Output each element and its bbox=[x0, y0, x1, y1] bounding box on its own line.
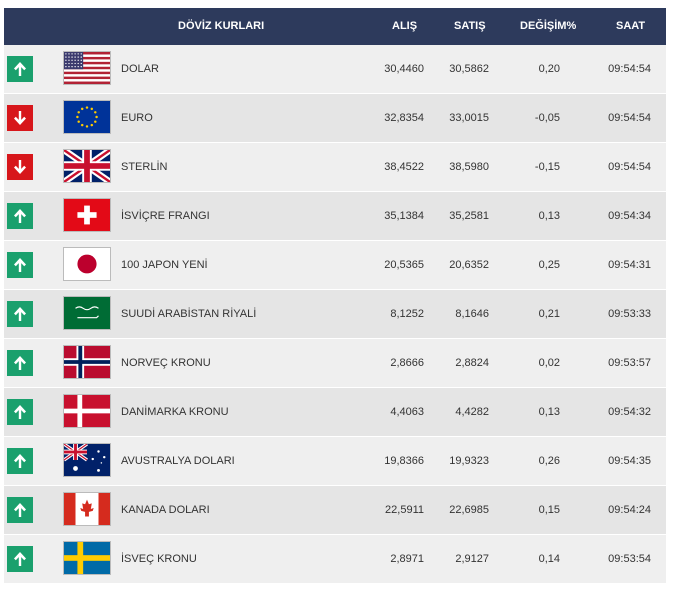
sell-rate: 2,9127 bbox=[455, 553, 489, 565]
table-row[interactable]: 100 JAPON YENİ 20,5365 20,6352 0,25 09:5… bbox=[4, 241, 666, 290]
table-body: DOLAR 30,4460 30,5862 0,20 09:54:54 EURO… bbox=[4, 45, 666, 584]
arrow-up-icon bbox=[7, 350, 33, 376]
sell-rate: 4,4282 bbox=[455, 406, 489, 418]
change-percent: 0,20 bbox=[538, 63, 560, 75]
buy-rate: 8,1252 bbox=[390, 308, 424, 320]
sell-rate: 30,5862 bbox=[449, 63, 489, 75]
currency-table: DÖVİZ KURLARI ALIŞ SATIŞ DEĞİŞİM% SAAT D… bbox=[4, 8, 666, 584]
change-percent: 0,02 bbox=[538, 357, 560, 369]
update-time: 09:54:24 bbox=[608, 504, 651, 516]
currency-name[interactable]: İSVEÇ KRONU bbox=[121, 553, 197, 565]
buy-rate: 20,5365 bbox=[384, 259, 424, 271]
arrow-down-icon bbox=[7, 105, 33, 131]
arrow-up-icon bbox=[7, 301, 33, 327]
buy-rate: 38,4522 bbox=[384, 161, 424, 173]
arrow-down-icon bbox=[7, 154, 33, 180]
currency-name[interactable]: 100 JAPON YENİ bbox=[121, 259, 208, 271]
currency-name[interactable]: NORVEÇ KRONU bbox=[121, 357, 211, 369]
sell-rate: 19,9323 bbox=[449, 455, 489, 467]
update-time: 09:53:33 bbox=[608, 308, 651, 320]
column-header-alis[interactable]: ALIŞ bbox=[392, 20, 418, 32]
buy-rate: 2,8666 bbox=[390, 357, 424, 369]
currency-name[interactable]: AVUSTRALYA DOLARI bbox=[121, 455, 235, 467]
table-row[interactable]: İSVEÇ KRONU 2,8971 2,9127 0,14 09:53:54 bbox=[4, 535, 666, 584]
update-time: 09:54:54 bbox=[608, 63, 651, 75]
buy-rate: 19,8366 bbox=[384, 455, 424, 467]
jp-flag-icon bbox=[63, 247, 111, 281]
no-flag-icon bbox=[63, 345, 111, 379]
column-header-saat[interactable]: SAAT bbox=[616, 20, 646, 32]
eu-flag-icon bbox=[63, 100, 111, 134]
sell-rate: 2,8824 bbox=[455, 357, 489, 369]
us-flag-icon bbox=[63, 51, 111, 85]
table-row[interactable]: NORVEÇ KRONU 2,8666 2,8824 0,02 09:53:57 bbox=[4, 339, 666, 388]
currency-name[interactable]: KANADA DOLARI bbox=[121, 504, 210, 516]
table-row[interactable]: İSVİÇRE FRANGI 35,1384 35,2581 0,13 09:5… bbox=[4, 192, 666, 241]
column-header-satis[interactable]: SATIŞ bbox=[454, 20, 486, 32]
au-flag-icon bbox=[63, 443, 111, 477]
buy-rate: 22,5911 bbox=[385, 504, 424, 516]
arrow-up-icon bbox=[7, 497, 33, 523]
arrow-up-icon bbox=[7, 203, 33, 229]
update-time: 09:54:54 bbox=[608, 161, 651, 173]
update-time: 09:53:57 bbox=[608, 357, 651, 369]
update-time: 09:54:31 bbox=[608, 259, 651, 271]
ca-flag-icon bbox=[63, 492, 111, 526]
table-row[interactable]: KANADA DOLARI 22,5911 22,6985 0,15 09:54… bbox=[4, 486, 666, 535]
sell-rate: 8,1646 bbox=[455, 308, 489, 320]
currency-name[interactable]: DANİMARKA KRONU bbox=[121, 406, 229, 418]
change-percent: 0,25 bbox=[538, 259, 560, 271]
table-row[interactable]: DOLAR 30,4460 30,5862 0,20 09:54:54 bbox=[4, 45, 666, 94]
sell-rate: 35,2581 bbox=[449, 210, 489, 222]
update-time: 09:54:34 bbox=[608, 210, 651, 222]
sell-rate: 33,0015 bbox=[449, 112, 489, 124]
table-row[interactable]: STERLİN 38,4522 38,5980 -0,15 09:54:54 bbox=[4, 143, 666, 192]
buy-rate: 30,4460 bbox=[384, 63, 424, 75]
arrow-up-icon bbox=[7, 252, 33, 278]
update-time: 09:54:32 bbox=[608, 406, 651, 418]
arrow-up-icon bbox=[7, 56, 33, 82]
buy-rate: 2,8971 bbox=[390, 553, 424, 565]
arrow-up-icon bbox=[7, 448, 33, 474]
currency-name[interactable]: İSVİÇRE FRANGI bbox=[121, 210, 210, 222]
change-percent: 0,15 bbox=[538, 504, 560, 516]
sell-rate: 38,5980 bbox=[449, 161, 489, 173]
change-percent: 0,13 bbox=[538, 406, 560, 418]
se-flag-icon bbox=[63, 541, 111, 575]
ch-flag-icon bbox=[63, 198, 111, 232]
update-time: 09:54:54 bbox=[608, 112, 651, 124]
sell-rate: 22,6985 bbox=[449, 504, 489, 516]
change-percent: 0,26 bbox=[538, 455, 560, 467]
currency-name[interactable]: STERLİN bbox=[121, 161, 168, 173]
dk-flag-icon bbox=[63, 394, 111, 428]
update-time: 09:54:35 bbox=[608, 455, 651, 467]
sell-rate: 20,6352 bbox=[449, 259, 489, 271]
buy-rate: 35,1384 bbox=[384, 210, 424, 222]
column-header-degisim[interactable]: DEĞİŞİM% bbox=[520, 20, 577, 32]
table-header: DÖVİZ KURLARI ALIŞ SATIŞ DEĞİŞİM% SAAT bbox=[4, 8, 666, 45]
table-row[interactable]: DANİMARKA KRONU 4,4063 4,4282 0,13 09:54… bbox=[4, 388, 666, 437]
table-row[interactable]: SUUDİ ARABİSTAN RİYALİ 8,1252 8,1646 0,2… bbox=[4, 290, 666, 339]
arrow-up-icon bbox=[7, 399, 33, 425]
currency-name[interactable]: SUUDİ ARABİSTAN RİYALİ bbox=[121, 308, 257, 320]
change-percent: 0,14 bbox=[538, 553, 560, 565]
change-percent: -0,15 bbox=[534, 161, 560, 173]
change-percent: -0,05 bbox=[534, 112, 560, 124]
currency-name[interactable]: EURO bbox=[121, 112, 153, 124]
change-percent: 0,21 bbox=[538, 308, 560, 320]
change-percent: 0,13 bbox=[538, 210, 560, 222]
buy-rate: 32,8354 bbox=[384, 112, 424, 124]
table-title: DÖVİZ KURLARI bbox=[178, 20, 265, 32]
sa-flag-icon bbox=[63, 296, 111, 330]
arrow-up-icon bbox=[7, 546, 33, 572]
buy-rate: 4,4063 bbox=[390, 406, 424, 418]
currency-name[interactable]: DOLAR bbox=[121, 63, 159, 75]
uk-flag-icon bbox=[63, 149, 111, 183]
table-row[interactable]: EURO 32,8354 33,0015 -0,05 09:54:54 bbox=[4, 94, 666, 143]
table-row[interactable]: AVUSTRALYA DOLARI 19,8366 19,9323 0,26 0… bbox=[4, 437, 666, 486]
update-time: 09:53:54 bbox=[608, 553, 651, 565]
